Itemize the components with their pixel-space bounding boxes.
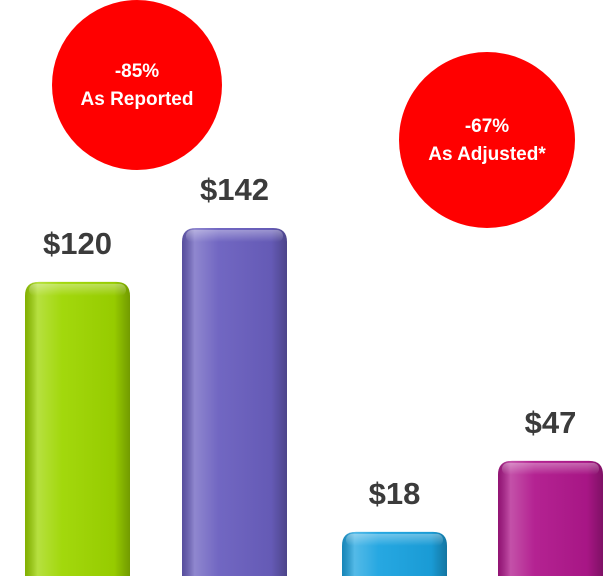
value-label: $142 — [200, 172, 269, 207]
value-label: $120 — [43, 226, 112, 261]
bar-highlight — [29, 283, 126, 296]
bar-shade — [182, 228, 287, 576]
annotation-text: -85% — [115, 61, 159, 82]
bar-shade — [25, 281, 130, 576]
bar-shade — [498, 460, 603, 576]
bar-highlight — [186, 230, 283, 242]
annotation-subtext: As Reported — [81, 89, 194, 110]
annotation-circle — [399, 52, 575, 228]
bar-highlight — [346, 533, 443, 546]
annotation-text: -67% — [465, 116, 509, 137]
annotation-circle — [52, 0, 222, 170]
bar-highlight — [502, 462, 599, 475]
value-label: $18 — [369, 476, 421, 511]
value-label: $47 — [525, 405, 577, 440]
annotation-subtext: As Adjusted* — [428, 144, 546, 165]
